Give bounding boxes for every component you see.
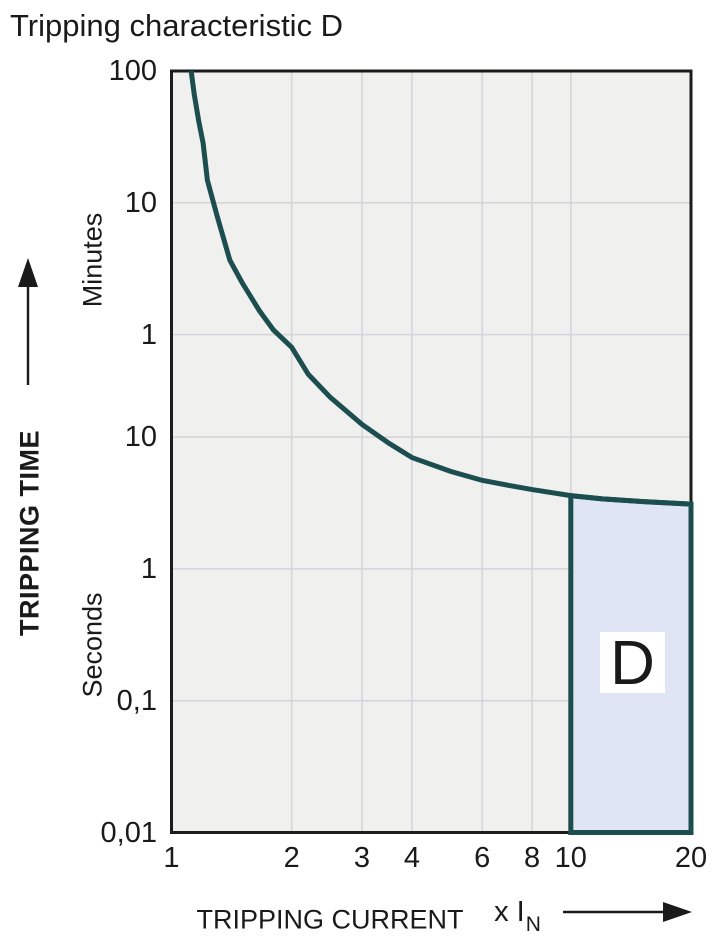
x-axis-title: TRIPPING CURRENT xyxy=(196,904,464,935)
x-tick-label: 3 xyxy=(353,842,371,874)
x-axis-unit-subscript: N xyxy=(525,912,541,936)
y-tick-label: 10 xyxy=(124,186,157,219)
y-tick-label: 1 xyxy=(140,318,157,351)
y-tick-label: 10 xyxy=(124,421,157,454)
y-tick-label: 100 xyxy=(108,55,157,87)
x-tick-label: 2 xyxy=(283,842,300,874)
x-tick-label: 20 xyxy=(674,842,708,874)
y-tick-label: 0,1 xyxy=(116,684,157,717)
plot-border xyxy=(170,69,693,834)
x-axis-unit: x IN xyxy=(494,896,541,936)
chart-title: Tripping characteristic D xyxy=(10,8,344,43)
y-tick-label: 0,01 xyxy=(100,816,157,849)
x-tick-label: 8 xyxy=(524,842,541,874)
x-axis-unit-prefix: x I xyxy=(494,896,525,929)
x-tick-label: 10 xyxy=(554,842,587,874)
y-axis-up-arrow-icon xyxy=(18,258,38,385)
d-region-label-box xyxy=(600,632,665,693)
y-tick-label: 1 xyxy=(140,552,157,585)
x-axis-right-arrow-icon xyxy=(563,902,692,922)
x-tick-label: 1 xyxy=(163,842,180,874)
d-region-label: D xyxy=(610,629,655,698)
y-axis-unit-minutes: Minutes xyxy=(77,212,108,308)
x-tick-label: 6 xyxy=(474,842,491,874)
y-axis-unit-seconds: Seconds xyxy=(77,592,108,698)
y-axis-title: TRIPPING TIME xyxy=(14,429,45,637)
x-tick-label: 4 xyxy=(403,842,420,874)
tripping-curve xyxy=(188,70,692,507)
